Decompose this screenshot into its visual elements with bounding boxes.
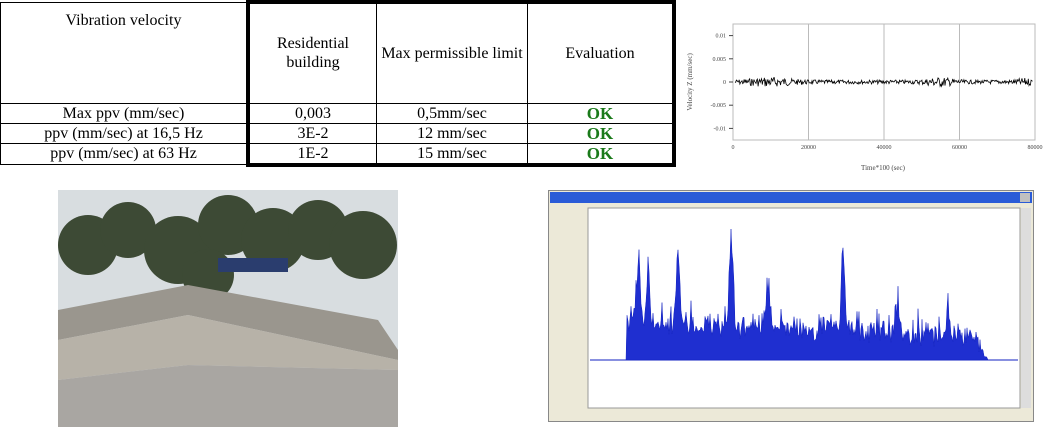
row: Max ppv (mm/sec) 0,003 0,5mm/sec OK [0,102,676,124]
cell: ppv (mm/sec) at 63 Hz [0,142,249,165]
row: ppv (mm/sec) at 16,5 Hz 3E-2 12 mm/sec O… [0,122,676,144]
spectrum-area [618,228,989,361]
x-axis-label: Time*100 (sec) [861,164,906,172]
cell: 1E-2 [246,142,377,167]
scrollbar [1021,208,1031,408]
cell: 0,5mm/sec [376,102,528,124]
x-tick-label: 60000 [952,145,967,151]
cell: OK [527,122,676,144]
close-button [1020,193,1030,202]
velocity-chart: Velocity Z (mm/sec) Time*100 (sec) 0 2000… [686,23,1043,172]
y-tick-label: 0.005 [713,57,727,63]
cell: 0,003 [246,102,377,124]
cell: 12 mm/sec [376,122,528,144]
cell: 15 mm/sec [376,142,528,167]
header-cell: Max permissible limit [376,0,528,104]
wall-top [58,285,398,360]
cell: ppv (mm/sec) at 16,5 Hz [0,122,249,144]
trees [58,195,397,301]
cell: OK [527,102,676,124]
site-photo [58,190,398,427]
cell: Max ppv (mm/sec) [0,102,249,124]
y-tick-label: 0.01 [716,34,727,40]
y-tick-label: 0 [723,80,726,86]
road [58,365,398,427]
x-tick-label: 20000 [801,145,816,151]
wall [58,315,398,380]
sign [218,258,288,272]
plot-area [587,207,1021,409]
x-tick-label: 40000 [877,145,892,151]
x-tick-label: 0 [732,145,735,151]
row: ppv (mm/sec) at 63 Hz 1E-2 15 mm/sec OK [0,142,676,167]
cell: OK [527,142,676,167]
cell: 3E-2 [246,122,377,144]
header-cell: Vibration velocity [0,1,249,104]
vibration-table: Vibration velocity Residential building … [0,0,676,167]
y-tick-label: -0.01 [714,126,727,132]
header-cell: Residential building [246,0,377,104]
title-bar [550,192,1032,203]
y-tick-label: -0.005 [711,103,727,109]
x-tick-label: 80000 [1028,145,1043,151]
header-cell: Evaluation [527,0,676,104]
waveform [734,76,1033,88]
y-axis-label: Velocity Z (mm/sec) [686,53,694,111]
spectrum-window [548,190,1034,422]
header-row: Vibration velocity Residential building … [0,0,676,104]
